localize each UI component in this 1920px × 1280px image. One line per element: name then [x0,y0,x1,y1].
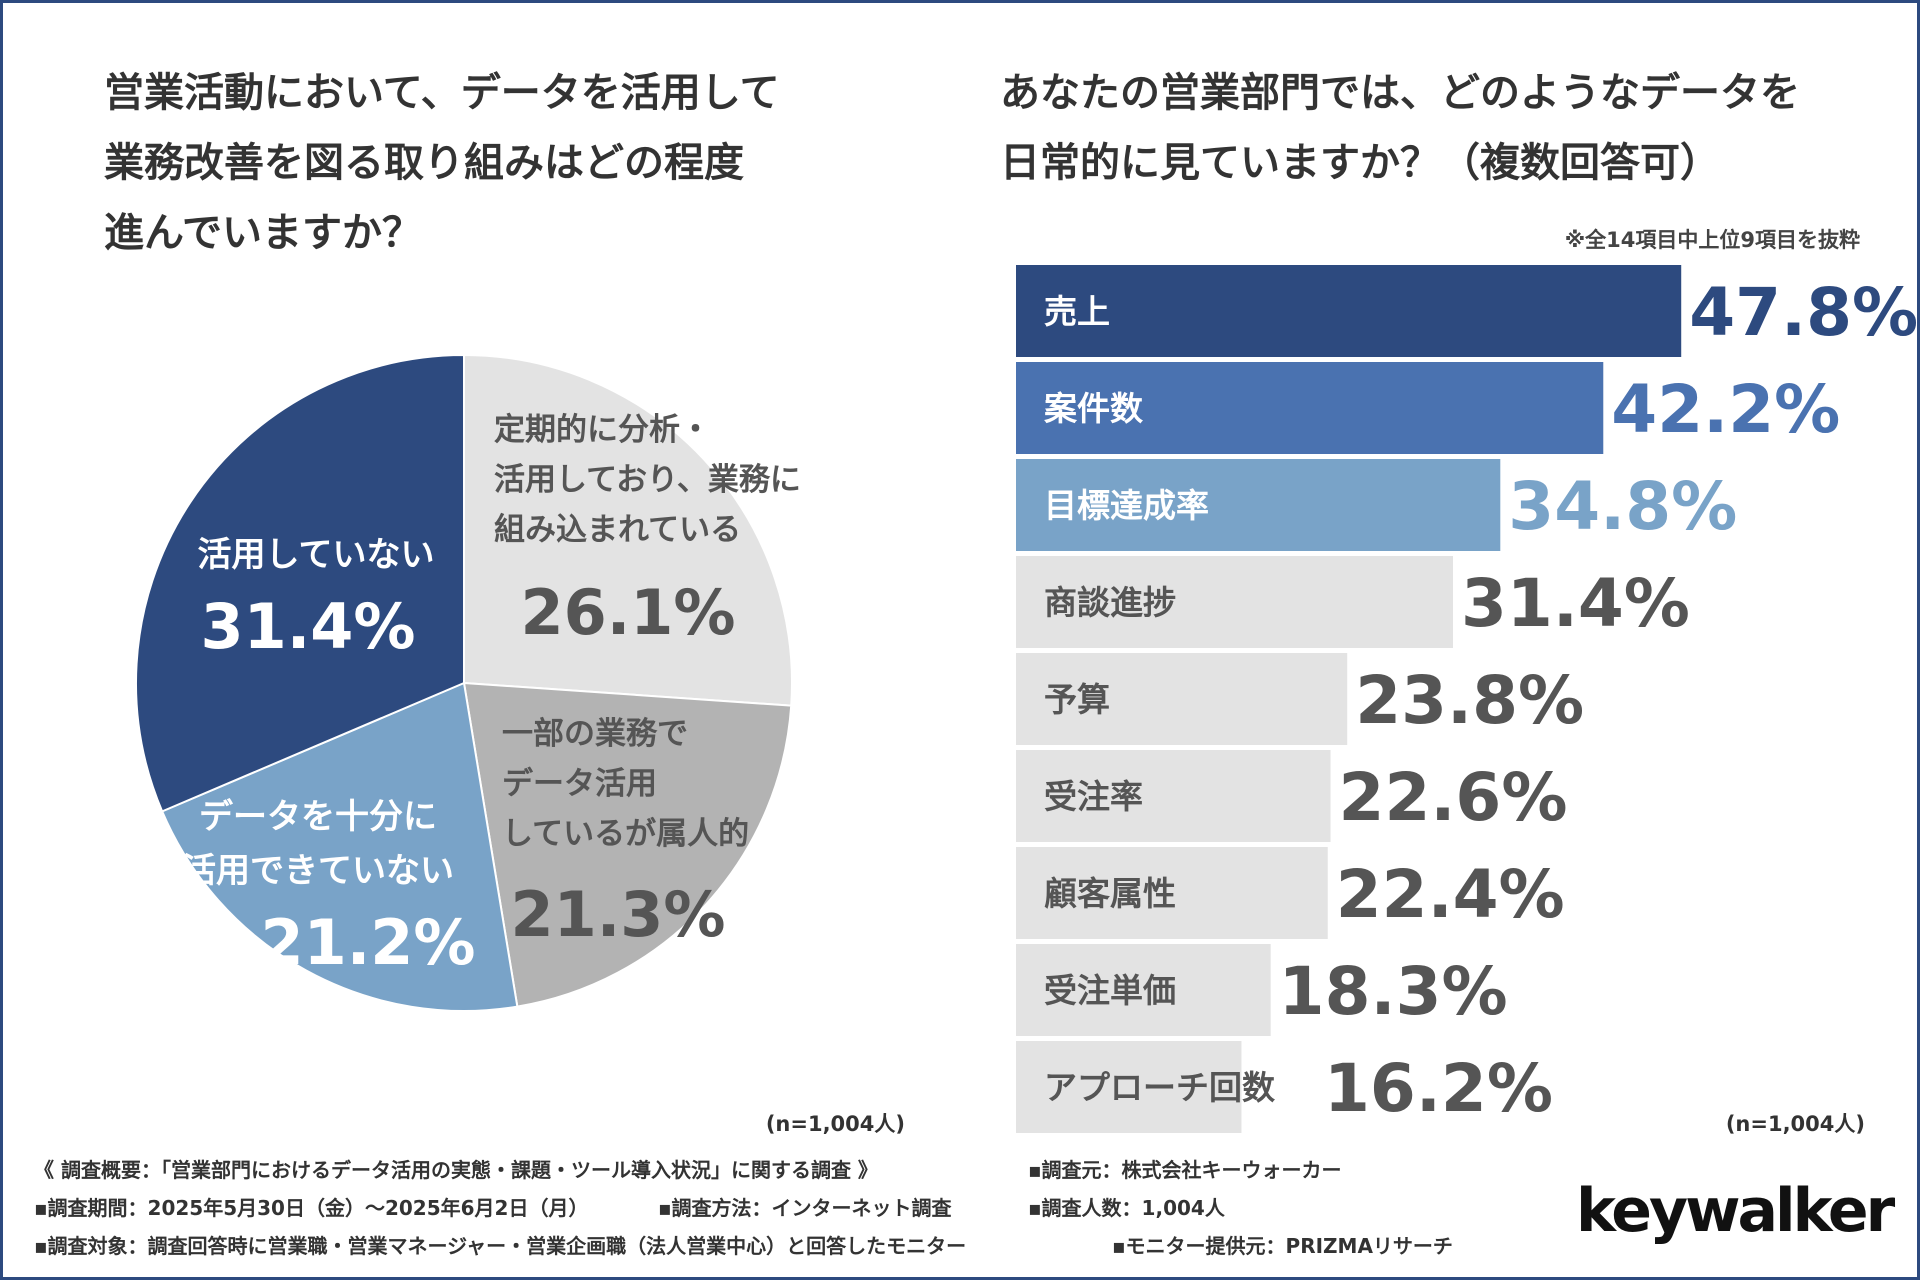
footer-period: ▪調査期間：2025年5月30日（金）〜2025年6月2日（月） [34,1196,589,1220]
bar-chart-note: ※全14項目中上位9項目を抜粋 [1564,228,1860,252]
bar-chart-title: あなたの営業部門では、どのようなデータを 日常的に見ていますか？（複数回答可） [1000,58,1880,198]
footer-count: ▪調査人数：1,004人 [1028,1196,1225,1220]
bar-title-line: 日常的に見ていますか？（複数回答可） [1000,140,1720,186]
pie-title-line: 営業活動において、データを活用して [104,70,780,116]
survey-footer: 《 調査概要：「営業部門におけるデータ活用の実態・課題・ツール導入状況」に関する… [34,1154,1894,1268]
bar-title-line: あなたの営業部門では、どのようなデータを [1000,70,1800,116]
footer-method: ▪調査方法：インターネット調査 [658,1196,952,1220]
footer-target: ▪調査対象：調査回答時に営業職・営業マネージャー・営業企画職（法人営業中心）と回… [34,1234,967,1258]
keywalker-logo: keywalker [1576,1176,1895,1246]
pie-chart-title: 営業活動において、データを活用して 業務改善を図る取り組みはどの程度 進んでいま… [104,58,864,268]
pie-title-line: 業務改善を図る取り組みはどの程度 [104,140,744,186]
footer-survey-summary: 《 調査概要：「営業部門におけるデータ活用の実態・課題・ツール導入状況」に関する… [34,1158,878,1182]
footer-provider: ▪モニター提供元：PRIZMAリサーチ [1112,1234,1453,1258]
bar-sample-size: (n=1,004人) [1725,1112,1865,1136]
footer-source: ▪調査元：株式会社キーウォーカー [1028,1158,1342,1182]
pie-sample-size: (n=1,004人) [765,1112,905,1136]
pie-title-line: 進んでいますか？ [104,210,422,256]
